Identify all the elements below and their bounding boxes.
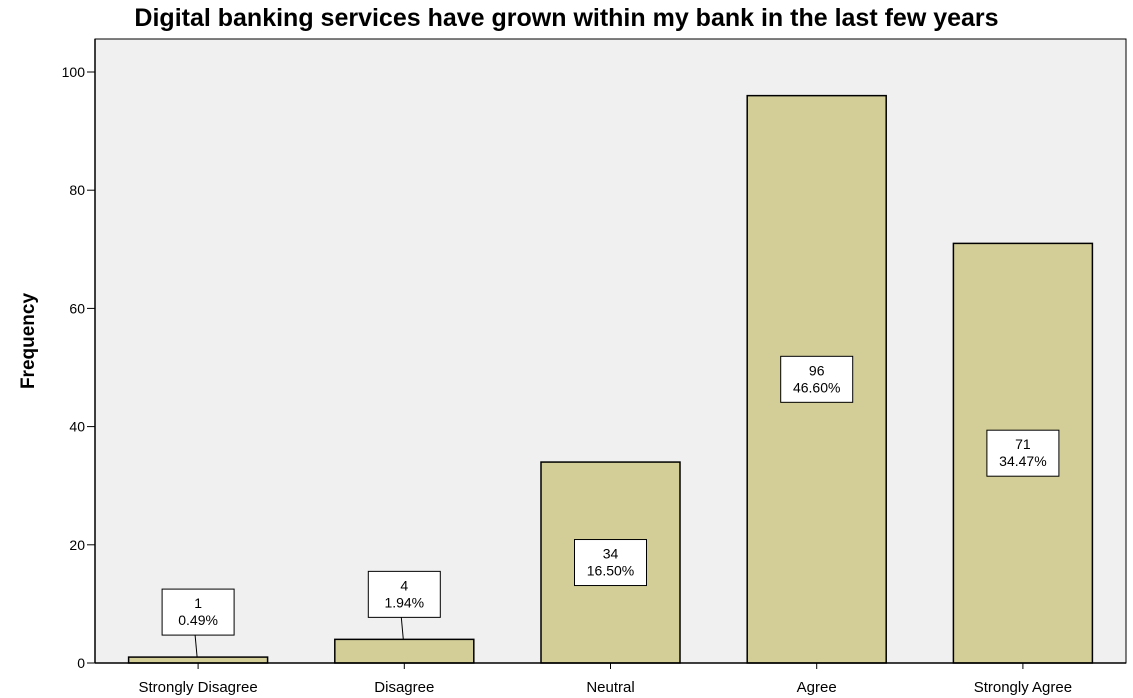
data-label-percent: 16.50% (587, 563, 634, 579)
y-axis-label: Frequency (18, 293, 39, 390)
category-label: Neutral (586, 679, 634, 696)
bar (334, 638, 475, 664)
data-label-box (780, 355, 854, 403)
y-tick-label: 20 (69, 537, 85, 553)
data-label-count: 1 (194, 595, 202, 611)
x-axis-ticks: Strongly Disagree Disagree Neutral Agree Str… (138, 663, 1072, 696)
data-label-box (986, 429, 1060, 477)
y-tick-label: 100 (62, 64, 86, 80)
data-label-percent: 34.47% (999, 453, 1046, 469)
data-label-box (161, 588, 235, 636)
y-tick-label: 80 (69, 182, 85, 198)
bars (127, 94, 1094, 664)
data-label-leader (194, 635, 198, 658)
data-label-count: 71 (1015, 436, 1031, 452)
y-tick-label: 0 (77, 655, 85, 671)
data-label-leader (400, 617, 404, 640)
y-tick-label: 60 (69, 300, 85, 316)
category-label: Strongly Agree (974, 679, 1072, 696)
category-label: Agree (797, 679, 837, 696)
data-label: 41.94% (367, 570, 441, 640)
category-label: Strongly Disagree (138, 679, 257, 696)
category-label: Disagree (374, 679, 434, 696)
data-label-count: 4 (400, 577, 408, 593)
chart-title: Digital banking services have grown with… (134, 4, 999, 32)
bar (127, 656, 269, 664)
data-label: 10.49% (161, 588, 235, 658)
data-label-percent: 0.49% (178, 612, 218, 628)
y-axis-ticks: 0 20 40 60 80 100 (62, 64, 95, 671)
data-label-count: 96 (809, 362, 825, 378)
data-label-percent: 46.60% (793, 379, 840, 395)
data-label-percent: 1.94% (384, 594, 424, 610)
y-tick-label: 40 (69, 419, 85, 435)
data-label-box (367, 570, 441, 618)
data-label-box (574, 539, 647, 587)
data-label-count: 34 (603, 546, 619, 562)
